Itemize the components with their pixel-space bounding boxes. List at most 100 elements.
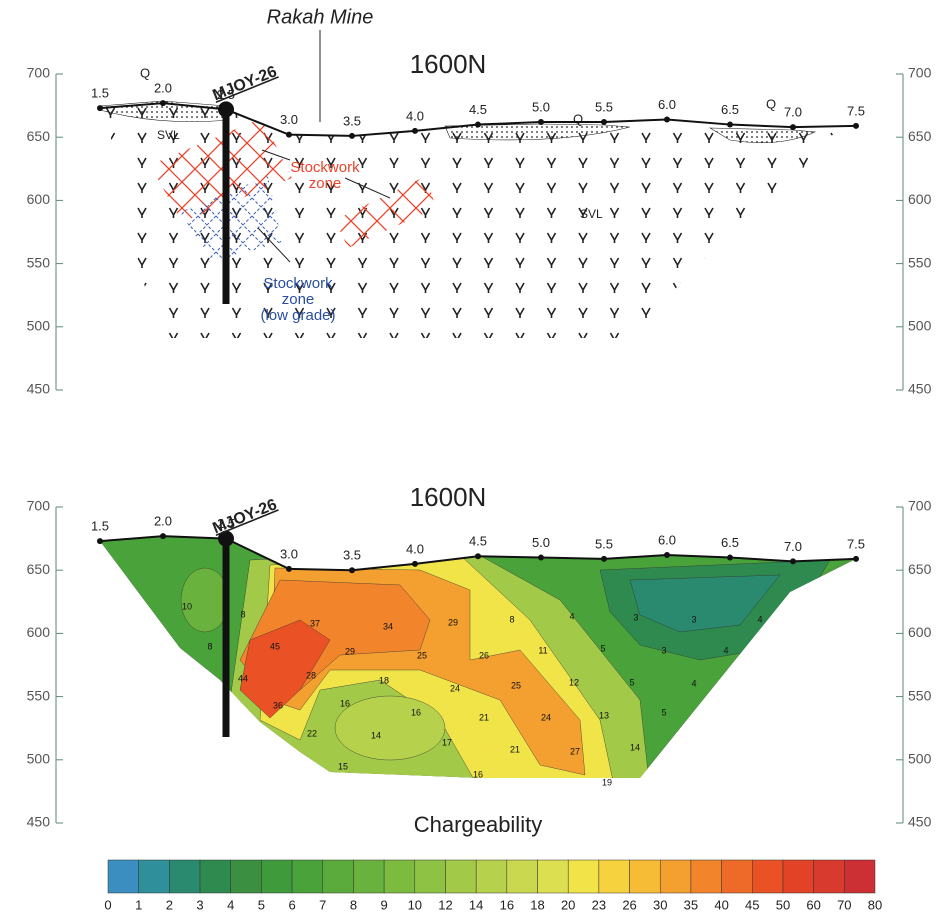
colorbar-label: 2 — [166, 897, 173, 912]
colorbar-label: 10 — [408, 897, 422, 912]
contour-label: 27 — [570, 746, 580, 756]
contour-label: 18 — [379, 675, 389, 685]
contour-label: 29 — [345, 646, 355, 656]
colorbar-swatch — [475, 859, 508, 894]
station-label: 3.0 — [280, 546, 298, 561]
contour-label: 5 — [661, 707, 666, 717]
station-dot — [97, 538, 103, 545]
contour-label: 36 — [273, 700, 283, 710]
station-label: 2.0 — [154, 81, 172, 96]
contour-label: 3 — [633, 612, 638, 622]
station-dot — [538, 119, 544, 126]
contour-label: 8 — [240, 609, 245, 619]
elevation-label: 450 — [908, 381, 932, 397]
contour-label: 8 — [509, 614, 514, 624]
colorbar-swatch — [506, 859, 538, 894]
contour-label: 37 — [310, 618, 320, 628]
unit-label: Q — [140, 65, 150, 80]
chargeability-field — [100, 536, 856, 778]
elevation-label: 500 — [27, 751, 51, 767]
section-title: 1600N — [410, 482, 487, 512]
contour-label: 28 — [306, 670, 316, 680]
stockwork-zone — [335, 176, 436, 248]
contour-label: 3 — [661, 645, 666, 655]
station-label: 1.5 — [91, 519, 109, 534]
elevation-label: 650 — [27, 561, 51, 577]
collar — [218, 101, 234, 118]
leader — [261, 149, 291, 161]
contour-label: 14 — [630, 742, 640, 752]
station-label: 7.0 — [784, 539, 802, 554]
stockwork-label: Stockwork — [290, 159, 360, 176]
contour-label: 13 — [599, 710, 609, 720]
contour-label: 24 — [541, 712, 551, 722]
colorbar-label: 8 — [350, 897, 357, 912]
colorbar-label: 35 — [684, 897, 698, 912]
colorbar-swatch — [721, 859, 753, 894]
elevation-label: 550 — [27, 254, 51, 270]
unit-label: SVL — [580, 207, 603, 221]
colorbar-swatch — [537, 859, 569, 894]
section-title: 1600N — [410, 49, 487, 79]
contour-label: 11 — [538, 645, 547, 655]
station-dot — [790, 124, 796, 131]
elevation-label: 500 — [908, 751, 932, 767]
colorbar-swatch — [199, 859, 231, 894]
contour-label: 21 — [479, 712, 489, 722]
colorbar-swatch — [261, 859, 293, 894]
station-dot — [601, 555, 607, 562]
elevation-label: 500 — [27, 318, 51, 334]
colorbar-swatch — [169, 859, 201, 894]
stockwork-low-label: Stockwork — [263, 275, 333, 292]
elevation-label: 550 — [27, 687, 51, 703]
colorbar-label: 7 — [319, 897, 326, 912]
contour-label: 16 — [411, 707, 421, 717]
colorbar-label: 45 — [745, 897, 759, 912]
contour-label: 22 — [307, 728, 317, 738]
svl-unit — [100, 103, 856, 339]
colorbar-label: 60 — [806, 897, 820, 912]
elevation-label: 650 — [908, 128, 932, 144]
elevation-label: 550 — [908, 687, 932, 703]
contour-label: 44 — [238, 673, 248, 683]
elevation-label: 600 — [27, 624, 51, 640]
station-dot — [286, 131, 292, 138]
contour-label: 5 — [600, 643, 605, 653]
station-dot — [475, 121, 481, 128]
colorbar-swatch — [659, 859, 692, 894]
colorbar-swatch — [782, 859, 814, 894]
contour-label: 16 — [473, 769, 483, 779]
colorbar-swatch — [844, 859, 876, 894]
contour-label: 21 — [510, 744, 520, 754]
contour-label: 17 — [442, 737, 452, 747]
contour-label: 26 — [479, 650, 489, 660]
contour-band — [334, 695, 446, 761]
colorbar-label: 14 — [469, 897, 483, 912]
station-label: 6.5 — [721, 535, 739, 550]
colorbar-label: 18 — [530, 897, 544, 912]
colorbar-label: 16 — [500, 897, 514, 912]
annotation: Rakah Mine — [267, 6, 374, 28]
station-label: 4.5 — [469, 534, 487, 549]
station-label: 7.5 — [847, 536, 865, 551]
colorbar-swatch — [598, 859, 630, 894]
colorbar-swatch — [107, 859, 139, 894]
station-dot — [160, 100, 166, 107]
station-label: 2.0 — [154, 514, 172, 529]
colorbar-label: 50 — [776, 897, 790, 912]
contour-label: 10 — [182, 601, 192, 611]
elevation-label: 700 — [27, 498, 51, 514]
stockwork-label: zone — [309, 175, 342, 192]
colorbar-label: 4 — [227, 897, 234, 912]
elevation-label: 700 — [27, 65, 51, 81]
station-dot — [727, 554, 733, 561]
colorbar-swatch — [690, 859, 722, 894]
contour-label: 4 — [569, 611, 574, 621]
station-label: 2.5 — [217, 87, 235, 102]
elevation-label: 600 — [908, 191, 932, 207]
station-label: 4.5 — [469, 102, 487, 117]
contour-label: 8 — [207, 641, 212, 651]
station-dot — [664, 116, 670, 123]
contour-label: 34 — [383, 621, 393, 631]
elevation-label: 450 — [27, 814, 51, 830]
